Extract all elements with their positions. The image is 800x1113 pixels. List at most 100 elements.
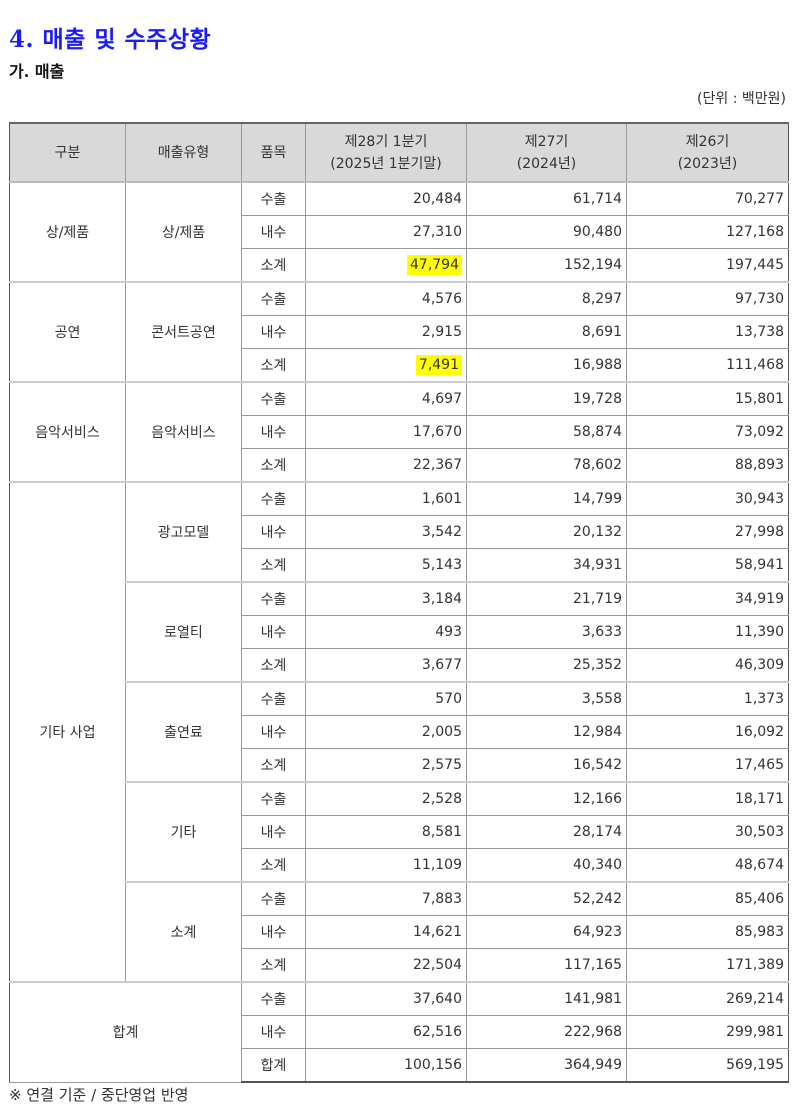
type-cell: 콘서트공연 xyxy=(125,281,242,383)
value-y2024: 20,132 xyxy=(573,524,622,540)
type-cell: 기타 xyxy=(125,781,242,883)
table-row: 합계 수출 37,640 141,981 269,214 xyxy=(9,981,789,1083)
unit-label: (단위 : 백만원) xyxy=(697,91,786,107)
value-q1: 17,670 xyxy=(413,424,462,440)
value-cell-y2024: 8,297 xyxy=(466,281,627,316)
type-cell: 로열티 xyxy=(125,581,242,683)
value-y2023: 171,389 xyxy=(726,957,784,973)
value-y2023: 15,801 xyxy=(735,391,784,407)
value-q1: 1,601 xyxy=(421,491,462,507)
value-q1: 2,528 xyxy=(421,791,462,807)
value-y2023: 197,445 xyxy=(726,257,784,273)
value-q1: 8,581 xyxy=(421,824,462,840)
table-row: 내수 2,915 8,691 13,738 xyxy=(10,315,789,349)
table-row: 소계 5,143 34,931 58,941 xyxy=(10,548,789,583)
table-row: 합계 100,156 364,949 569,195 xyxy=(10,1048,789,1083)
value-cell-y2023: 18,171 xyxy=(626,781,789,816)
value-cell-y2023: 1,373 xyxy=(626,681,789,716)
value-y2024: 90,480 xyxy=(573,224,622,240)
value-cell-y2023: 48,674 xyxy=(626,848,789,883)
value-y2024: 8,691 xyxy=(581,324,622,340)
value-cell-q1: 17,670 xyxy=(305,415,467,449)
value-cell-y2023: 17,465 xyxy=(626,748,789,783)
value-q1: 22,504 xyxy=(413,957,462,973)
header-q1-line1: 제28기 1분기 xyxy=(344,133,428,150)
value-y2023: 85,406 xyxy=(735,891,784,907)
table-body: 상/제품 상/제품 수출 20,484 61,714 70,277 내수 27,310 90,4… xyxy=(9,181,789,1083)
value-cell-q1: 3,542 xyxy=(305,515,467,549)
item-cell: 소계 xyxy=(241,448,306,483)
value-y2023: 70,277 xyxy=(735,191,784,207)
value-cell-q1: 11,109 xyxy=(305,848,467,883)
item-cell: 수출 xyxy=(241,581,306,616)
value-y2023: 569,195 xyxy=(726,1057,784,1073)
value-cell-y2024: 90,480 xyxy=(466,215,627,249)
value-cell-q1: 4,697 xyxy=(305,381,467,416)
value-cell-y2024: 52,242 xyxy=(466,881,627,916)
value-cell-y2023: 85,406 xyxy=(626,881,789,916)
value-cell-y2023: 171,389 xyxy=(626,948,789,983)
value-cell-y2024: 222,968 xyxy=(466,1015,627,1049)
value-y2023: 34,919 xyxy=(735,591,784,607)
value-cell-y2023: 46,309 xyxy=(626,648,789,683)
value-q1: 3,677 xyxy=(421,657,462,673)
value-cell-q1: 8,581 xyxy=(305,815,467,849)
header-row: 구분 매출유형 품목 제28기 1분기 (2025년 1분기말) 제27기 (202… xyxy=(9,122,789,183)
table-row: 음악서비스 음악서비스 수출 4,697 19,728 15,801 xyxy=(9,381,789,483)
value-q1: 2,915 xyxy=(421,324,462,340)
value-q1: 4,576 xyxy=(421,291,462,307)
value-y2023: 17,465 xyxy=(735,757,784,773)
value-y2023: 46,309 xyxy=(735,657,784,673)
type-cell: 음악서비스 xyxy=(125,381,242,483)
value-y2023: 30,943 xyxy=(735,491,784,507)
value-cell-q1: 2,528 xyxy=(305,781,467,816)
value-cell-q1: 37,640 xyxy=(305,981,467,1016)
item-cell: 수출 xyxy=(241,781,306,816)
value-cell-y2024: 8,691 xyxy=(466,315,627,349)
value-cell-y2024: 12,166 xyxy=(466,781,627,816)
value-y2024: 64,923 xyxy=(573,924,622,940)
table-row: 소계 3,677 25,352 46,309 xyxy=(10,648,789,683)
table-row: 내수 3,542 20,132 27,998 xyxy=(10,515,789,549)
value-cell-y2023: 15,801 xyxy=(626,381,789,416)
value-cell-q1: 7,883 xyxy=(305,881,467,916)
value-q1: 11,109 xyxy=(413,857,462,873)
item-cell: 소계 xyxy=(241,848,306,883)
value-y2024: 40,340 xyxy=(573,857,622,873)
value-q1: 22,367 xyxy=(413,457,462,473)
item-cell: 수출 xyxy=(241,381,306,416)
value-q1: 100,156 xyxy=(404,1057,462,1073)
value-cell-y2024: 152,194 xyxy=(466,248,627,283)
value-cell-y2024: 64,923 xyxy=(466,915,627,949)
value-cell-q1: 100,156 xyxy=(305,1048,467,1083)
category-cell: 합계 xyxy=(9,981,242,1083)
value-cell-q1: 62,516 xyxy=(305,1015,467,1049)
value-y2024: 34,931 xyxy=(573,557,622,573)
table-row: 내수 27,310 90,480 127,168 xyxy=(10,215,789,249)
item-cell: 내수 xyxy=(241,715,306,749)
value-q1: 37,640 xyxy=(413,991,462,1007)
value-cell-q1: 7,491 xyxy=(305,348,467,383)
value-cell-y2023: 11,390 xyxy=(626,615,789,649)
item-cell: 내수 xyxy=(241,215,306,249)
value-cell-q1: 5,143 xyxy=(305,548,467,583)
value-q1: 3,184 xyxy=(421,591,462,607)
value-cell-y2024: 16,988 xyxy=(466,348,627,383)
value-y2023: 18,171 xyxy=(735,791,784,807)
value-y2024: 8,297 xyxy=(581,291,622,307)
value-cell-y2023: 197,445 xyxy=(626,248,789,283)
table-row: 내수 62,516 222,968 299,981 xyxy=(10,1015,789,1049)
value-cell-q1: 570 xyxy=(305,681,467,716)
table-row: 내수 2,005 12,984 16,092 xyxy=(10,715,789,749)
value-y2023: 58,941 xyxy=(735,557,784,573)
item-cell: 소계 xyxy=(241,248,306,283)
table-row: 기타 수출 2,528 12,166 18,171 xyxy=(10,781,789,883)
value-y2024: 117,165 xyxy=(564,957,622,973)
table-row: 로열티 수출 3,184 21,719 34,919 xyxy=(10,581,789,683)
header-2023-line2: (2023년) xyxy=(677,155,738,172)
value-y2024: 3,558 xyxy=(581,691,622,707)
value-cell-q1: 22,504 xyxy=(305,948,467,983)
value-q1: 2,005 xyxy=(421,724,462,740)
value-cell-y2024: 34,931 xyxy=(466,548,627,583)
header-2023: 제26기 (2023년) xyxy=(626,122,789,183)
